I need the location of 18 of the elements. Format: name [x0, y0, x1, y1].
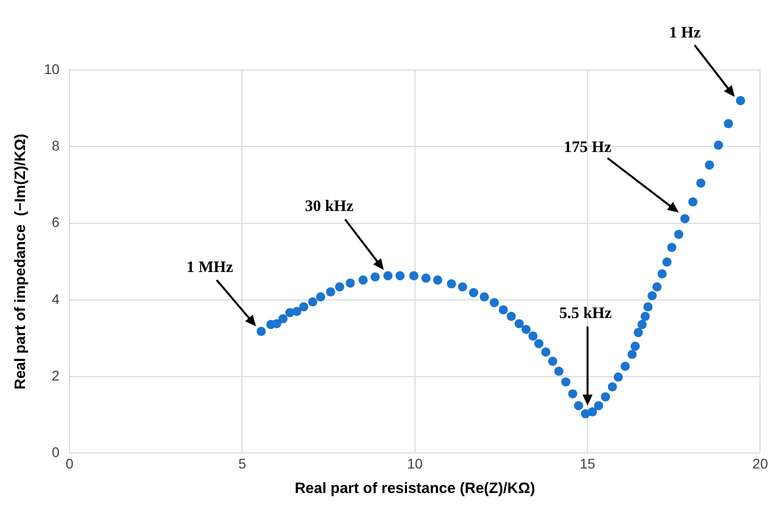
x-tick-label: 15 [580, 455, 596, 472]
x-axis-title: Real part of resistance (Re(Z)/KΩ) [294, 480, 536, 498]
annotation: 1 MHz [186, 258, 234, 276]
annotation: 30 kHz [305, 198, 354, 216]
annotation: 175 Hz [564, 138, 612, 156]
y-tick-label: 2 [52, 367, 60, 384]
x-tick-label: 20 [752, 455, 768, 472]
y-axis-title: Real part of impedance (−Im(Z)/KΩ) [12, 134, 30, 390]
y-tick-label: 8 [52, 138, 60, 154]
text: 1 Hz [669, 24, 701, 42]
x-tick-label: 5 [238, 455, 246, 472]
x-tick-label: 10 [407, 455, 423, 472]
annotation: 5.5 kHz [559, 305, 612, 322]
y-tick-label: 10 [44, 60, 60, 77]
y-tick-label: 4 [52, 290, 60, 307]
y-tick-label: 6 [52, 214, 60, 230]
x-tick-label: 0 [66, 455, 74, 472]
y-tick-label: 0 [52, 444, 60, 460]
